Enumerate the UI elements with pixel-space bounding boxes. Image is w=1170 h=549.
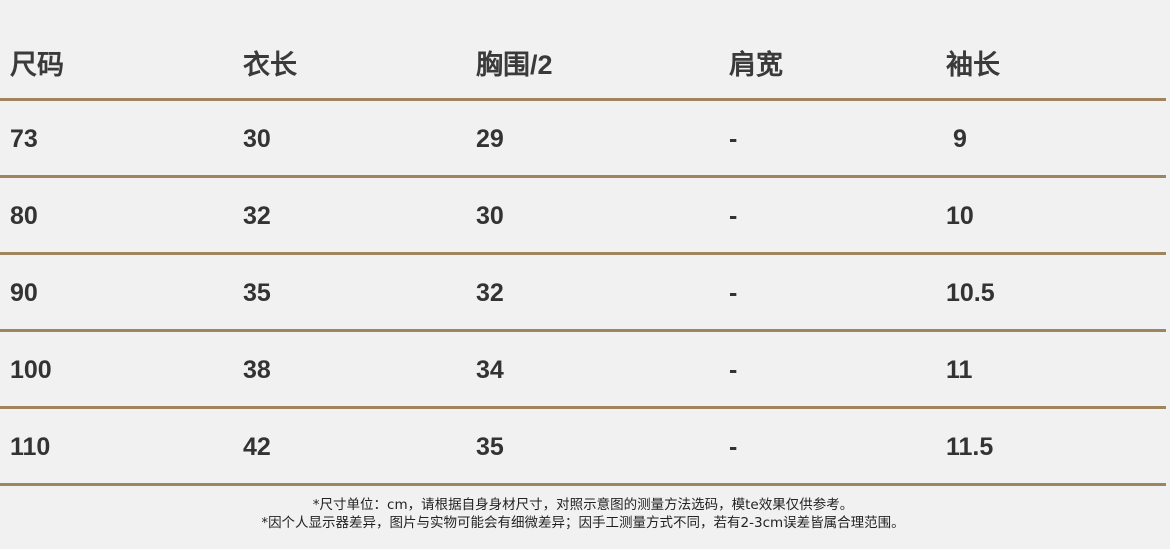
- cell-chest: 29: [476, 125, 504, 153]
- divider: [0, 483, 1166, 486]
- header-sleeve: 袖长: [946, 50, 1000, 80]
- cell-sleeve: 11: [946, 356, 973, 384]
- cell-size: 90: [10, 279, 38, 307]
- cell-sleeve: 11.5: [946, 433, 994, 461]
- cell-shoulder: -: [729, 279, 738, 307]
- cell-sleeve: 9: [946, 125, 967, 153]
- cell-length: 42: [243, 433, 271, 461]
- table-header: 尺码 衣长 胸围/2 肩宽 袖长: [0, 24, 1166, 101]
- table-row: 100 38 34 - 11: [0, 332, 1166, 409]
- header-shoulder: 肩宽: [729, 50, 783, 80]
- header-length: 衣长: [243, 50, 297, 80]
- divider: [0, 329, 1166, 332]
- cell-shoulder: -: [729, 202, 738, 230]
- divider: [0, 252, 1166, 255]
- cell-shoulder: -: [729, 125, 738, 153]
- cell-length: 32: [243, 202, 271, 230]
- table-row: 80 32 30 - 10: [0, 178, 1166, 255]
- cell-shoulder: -: [729, 356, 738, 384]
- cell-size: 73: [10, 125, 38, 153]
- cell-chest: 32: [476, 279, 504, 307]
- table-row: 90 35 32 - 10.5: [0, 255, 1166, 332]
- table-row: 73 30 29 - 9: [0, 101, 1166, 178]
- header-chest: 胸围/2: [476, 50, 553, 80]
- header-size: 尺码: [10, 50, 64, 80]
- cell-shoulder: -: [729, 433, 738, 461]
- footnotes: *尺寸单位：cm，请根据自身身材尺寸，对照示意图的测量方法选码，模te效果仅供参…: [0, 496, 1166, 532]
- cell-sleeve: 10.5: [946, 279, 995, 307]
- cell-length: 35: [243, 279, 271, 307]
- cell-length: 38: [243, 356, 271, 384]
- cell-size: 110: [10, 433, 51, 461]
- divider: [0, 406, 1166, 409]
- divider: [0, 175, 1166, 178]
- note-disclaimer: *因个人显示器差异，图片与实物可能会有细微差异；因手工测量方式不同，若有2-3c…: [261, 515, 905, 531]
- cell-length: 30: [243, 125, 271, 153]
- cell-size: 80: [10, 202, 38, 230]
- table-row: 110 42 35 - 11.5: [0, 409, 1166, 486]
- cell-sleeve: 10: [946, 202, 974, 230]
- divider: [0, 98, 1166, 101]
- note-units: *尺寸单位：cm，请根据自身身材尺寸，对照示意图的测量方法选码，模te效果仅供参…: [312, 497, 854, 513]
- cell-size: 100: [10, 356, 52, 384]
- cell-chest: 30: [476, 202, 504, 230]
- cell-chest: 34: [476, 356, 504, 384]
- cell-chest: 35: [476, 433, 504, 461]
